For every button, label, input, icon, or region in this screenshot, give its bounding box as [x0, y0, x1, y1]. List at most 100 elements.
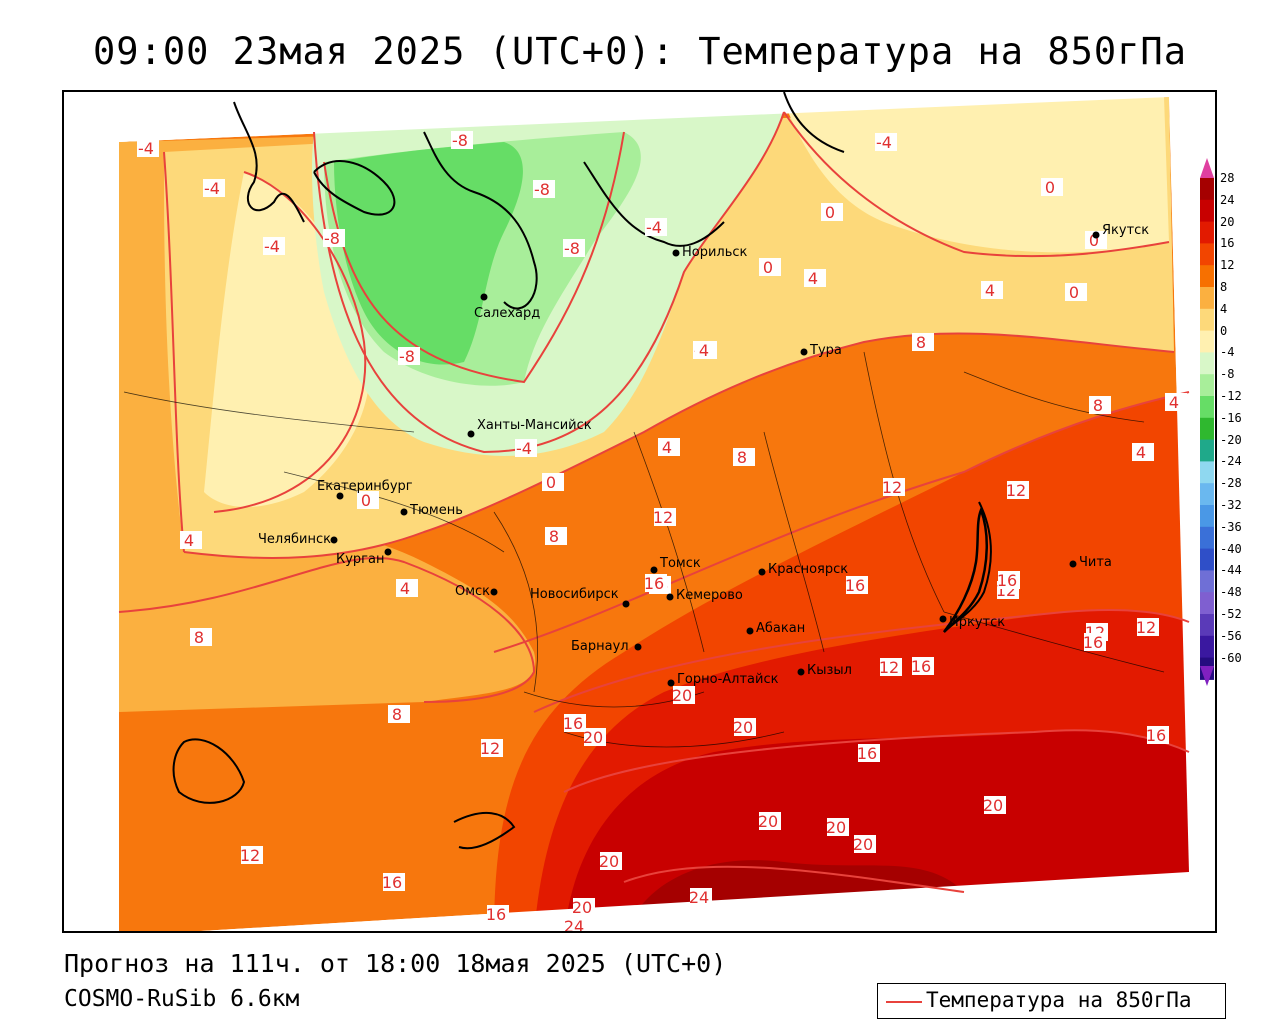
city-kemerovo: Кемерово [666, 588, 743, 603]
svg-text:Тура: Тура [809, 343, 842, 358]
city-barnaul: Барнаул [571, 639, 642, 654]
city-omsk: Омск [455, 584, 498, 599]
contour-label: 0 [1069, 283, 1079, 302]
colorbar-swatch [1200, 592, 1214, 615]
contour-label: -4 [204, 179, 220, 198]
contour-label: 8 [1093, 396, 1103, 415]
city-tyumen: Тюмень [400, 503, 463, 518]
contour-label: 12 [240, 846, 260, 865]
map-svg: -8 -8 -8 -8 -8 -4 -4 -4 -4 -4 -4 -4 0 0 … [64, 92, 1215, 933]
svg-text:Челябинск: Челябинск [258, 532, 331, 547]
colorbar: 28 24 20 16 12 8 4 0 -4 -8 -12 -16 -20 -24 -28 -32 -36 -4… [1197, 158, 1280, 690]
colorbar-swatch [1200, 352, 1214, 375]
contour-label: 4 [1136, 443, 1146, 462]
svg-text:Ханты-Мансийск: Ханты-Мансийск [477, 418, 592, 433]
contour-label: 16 [486, 905, 506, 924]
colorbar-label: 12 [1220, 258, 1235, 273]
city-novosibirsk: Новосибирск [530, 587, 630, 608]
colorbar-label: -20 [1220, 432, 1242, 447]
colorbar-label: -24 [1220, 454, 1242, 469]
band-4-8-b [119, 512, 536, 712]
colorbar-label: -4 [1220, 345, 1235, 360]
colorbar-label: -36 [1220, 519, 1242, 534]
lake-baikal [942, 506, 988, 633]
colorbar-svg [1200, 158, 1214, 686]
contour-label: 24 [564, 917, 584, 933]
contour-label: -4 [138, 139, 154, 158]
colorbar-label: 24 [1220, 192, 1235, 207]
colorbar-swatch [1200, 526, 1214, 550]
temperature-map: -8 -8 -8 -8 -8 -4 -4 -4 -4 -4 -4 -4 0 0 … [62, 90, 1217, 933]
contour-label: 0 [546, 473, 556, 492]
contour-label: -8 [534, 180, 550, 199]
svg-text:Салехард: Салехард [474, 306, 540, 321]
colorbar-label: -16 [1220, 410, 1242, 425]
colorbar-swatch [1200, 483, 1214, 506]
svg-text:Екатеринбург: Екатеринбург [317, 479, 413, 494]
contour-label: 0 [361, 491, 371, 510]
contour-label: 4 [662, 438, 672, 457]
contour-label: 20 [983, 796, 1003, 815]
city-tura: Тура [800, 343, 842, 358]
contour-label: -8 [399, 347, 415, 366]
colorbar-swatch [1200, 614, 1214, 637]
colorbar-swatch [1200, 439, 1214, 462]
colorbar-swatch [1200, 178, 1214, 201]
colorbar-swatch [1200, 199, 1214, 223]
key-label: Температура на 850гПа [926, 988, 1192, 1012]
contour-label: 16 [997, 571, 1017, 590]
colorbar-label: -8 [1220, 367, 1235, 382]
contour-label: 20 [733, 718, 753, 737]
contour-label: -8 [324, 229, 340, 248]
colorbar-label: 0 [1220, 323, 1228, 338]
colorbar-label: 28 [1220, 171, 1235, 185]
contour-label: 8 [916, 333, 926, 352]
contour-label: -4 [516, 439, 532, 458]
band-minus12-8 [334, 142, 523, 365]
city-yakutsk: Якутск [1092, 223, 1149, 239]
contour-label: 16 [911, 657, 931, 676]
contour-label: 4 [184, 531, 194, 550]
contour-label: -4 [646, 218, 662, 237]
colorbar-swatch [1200, 396, 1214, 419]
colorbar-swatch [1200, 635, 1214, 659]
contour-label: 0 [763, 258, 773, 277]
colorbar-swatch [1200, 417, 1214, 441]
colorbar-swatch [1200, 548, 1214, 571]
contour-label: 8 [737, 448, 747, 467]
colorbar-swatch [1200, 505, 1214, 528]
colorbar-label: 8 [1220, 280, 1228, 294]
contour-label: 12 [480, 739, 500, 758]
svg-text:Барнаул: Барнаул [571, 639, 629, 654]
colorbar-label: -60 [1220, 650, 1242, 665]
svg-text:Тюмень: Тюмень [409, 503, 463, 518]
contour-label: -8 [564, 239, 580, 258]
colorbar-swatches [1200, 178, 1214, 680]
city-chelyabinsk: Челябинск [258, 532, 338, 547]
contour-label: 20 [599, 852, 619, 871]
city-markers: Норильск Якутск Салехард Тура Ханты-Манс… [258, 223, 1149, 687]
contour-label: 16 [563, 714, 583, 733]
city-tomsk: Томск [650, 556, 701, 574]
colorbar-label: -28 [1220, 476, 1242, 491]
colorbar-swatch [1200, 243, 1214, 266]
contour-label: 12 [653, 508, 673, 527]
contour-label: 8 [392, 705, 402, 724]
contour-label: 20 [826, 818, 846, 837]
colorbar-label: -56 [1220, 628, 1242, 643]
city-chita: Чита [1069, 555, 1112, 570]
contour-label: 16 [857, 744, 877, 763]
colorbar-swatch [1200, 330, 1214, 353]
city-khanty-mansiysk: Ханты-Мансийск [467, 418, 592, 438]
colorbar-swatch [1200, 570, 1214, 593]
contour-label: 20 [572, 898, 592, 917]
colorbar-label: 20 [1220, 214, 1235, 229]
model-name: COSMO-RuSib 6.6км [64, 986, 300, 1012]
svg-text:Якутск: Якутск [1102, 223, 1149, 238]
key-line-swatch [886, 1001, 922, 1003]
contour-labels: -8 -8 -8 -8 -8 -4 -4 -4 -4 -4 -4 -4 0 0 … [137, 131, 1187, 933]
contour-label: 20 [853, 835, 873, 854]
colorbar-bottom-arrow [1200, 666, 1214, 686]
colorbar-label: -12 [1220, 389, 1242, 403]
contour-label: 16 [1146, 726, 1166, 745]
